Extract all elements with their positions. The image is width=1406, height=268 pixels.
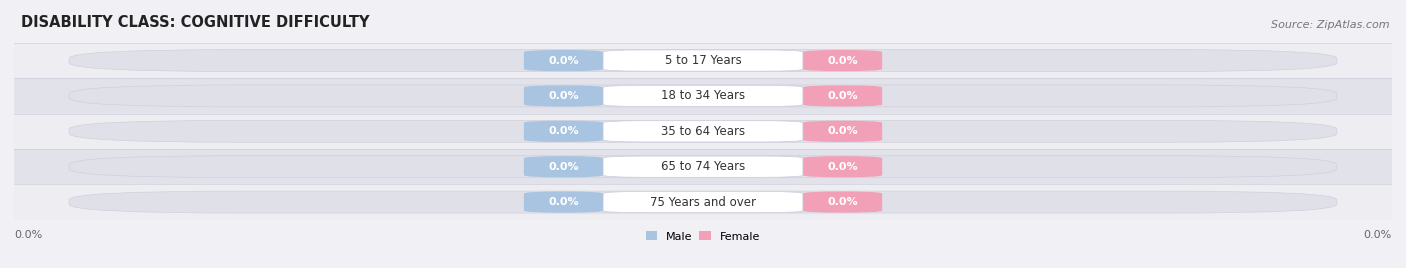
- FancyBboxPatch shape: [524, 191, 603, 213]
- Text: 0.0%: 0.0%: [548, 126, 579, 136]
- FancyBboxPatch shape: [603, 85, 803, 107]
- FancyBboxPatch shape: [69, 156, 1337, 178]
- FancyBboxPatch shape: [69, 120, 1337, 142]
- Text: 5 to 17 Years: 5 to 17 Years: [665, 54, 741, 67]
- Text: 35 to 64 Years: 35 to 64 Years: [661, 125, 745, 138]
- Bar: [14, 78, 1392, 114]
- Bar: [14, 114, 1392, 149]
- Text: 0.0%: 0.0%: [827, 55, 858, 66]
- Bar: [14, 149, 1392, 184]
- Legend: Male, Female: Male, Female: [641, 227, 765, 246]
- Text: 65 to 74 Years: 65 to 74 Years: [661, 160, 745, 173]
- Text: Source: ZipAtlas.com: Source: ZipAtlas.com: [1271, 20, 1389, 31]
- Text: 0.0%: 0.0%: [14, 230, 42, 240]
- Text: 0.0%: 0.0%: [548, 55, 579, 66]
- FancyBboxPatch shape: [603, 50, 803, 71]
- FancyBboxPatch shape: [603, 121, 803, 142]
- Bar: [14, 43, 1392, 78]
- Text: DISABILITY CLASS: COGNITIVE DIFFICULTY: DISABILITY CLASS: COGNITIVE DIFFICULTY: [21, 16, 370, 31]
- FancyBboxPatch shape: [603, 156, 803, 177]
- FancyBboxPatch shape: [524, 121, 603, 142]
- Bar: [14, 184, 1392, 220]
- FancyBboxPatch shape: [603, 191, 803, 213]
- Text: 75 Years and over: 75 Years and over: [650, 196, 756, 209]
- Text: 0.0%: 0.0%: [827, 126, 858, 136]
- Text: 0.0%: 0.0%: [548, 91, 579, 101]
- FancyBboxPatch shape: [524, 156, 603, 177]
- Text: 0.0%: 0.0%: [827, 91, 858, 101]
- FancyBboxPatch shape: [69, 50, 1337, 72]
- Text: 0.0%: 0.0%: [548, 197, 579, 207]
- FancyBboxPatch shape: [803, 85, 882, 107]
- Text: 0.0%: 0.0%: [1364, 230, 1392, 240]
- FancyBboxPatch shape: [524, 50, 603, 71]
- Text: 0.0%: 0.0%: [548, 162, 579, 172]
- FancyBboxPatch shape: [69, 85, 1337, 107]
- FancyBboxPatch shape: [803, 121, 882, 142]
- Text: 0.0%: 0.0%: [827, 197, 858, 207]
- FancyBboxPatch shape: [803, 50, 882, 71]
- FancyBboxPatch shape: [803, 156, 882, 177]
- FancyBboxPatch shape: [524, 85, 603, 107]
- FancyBboxPatch shape: [803, 191, 882, 213]
- Text: 0.0%: 0.0%: [827, 162, 858, 172]
- FancyBboxPatch shape: [69, 191, 1337, 213]
- Text: 18 to 34 Years: 18 to 34 Years: [661, 90, 745, 102]
